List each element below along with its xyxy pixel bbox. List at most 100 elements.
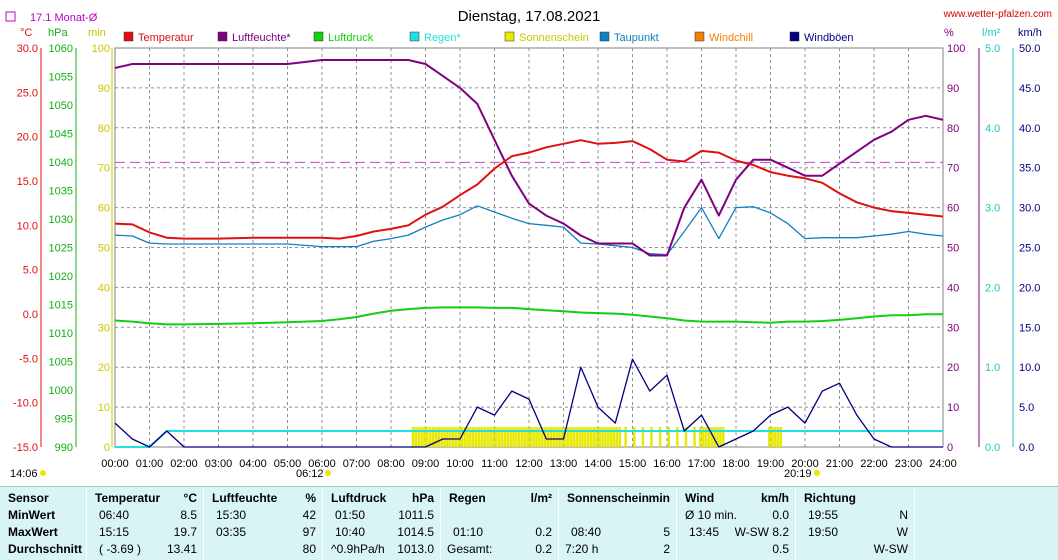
sunshine-bar xyxy=(779,427,783,447)
legend-swatch xyxy=(599,31,610,42)
sunshine-bar xyxy=(552,427,556,447)
humidity-tick-label: 20 xyxy=(947,362,959,374)
sun-tick-label: 80 xyxy=(98,123,110,135)
sunshine-bar xyxy=(618,427,622,447)
temp-tick-label: -10.0 xyxy=(13,398,38,410)
sun-tick-label: 20 xyxy=(98,362,110,374)
series-line-regen xyxy=(115,430,943,448)
sunshine-bar xyxy=(428,427,432,447)
x-tick-label: 13:00 xyxy=(550,458,578,470)
sunshine-bar xyxy=(520,427,524,447)
wind-tick-label: 50.0 xyxy=(1019,43,1040,55)
rain-tick-label: 3.0 xyxy=(985,203,1000,215)
sunshine-bar xyxy=(658,427,662,447)
sunshine-bar xyxy=(497,427,501,447)
sun-icon xyxy=(40,470,46,476)
sunshine-bar xyxy=(523,427,527,447)
chart-legend: Temperatur Luftfeuchte* Luftdruck Regen* Son… xyxy=(123,31,854,44)
stats-header-humidity: Luftfeuchte xyxy=(212,491,278,505)
sunshine-bar xyxy=(598,427,602,447)
stats-cell: 5 xyxy=(663,525,670,539)
x-tick-label: 06:00 xyxy=(308,458,336,470)
sunshine-bar xyxy=(538,427,541,447)
pressure-tick-label: 1025 xyxy=(49,243,73,255)
stats-cell: 0.0 xyxy=(772,508,789,522)
sunshine-bar xyxy=(480,427,484,447)
sunshine-bar xyxy=(584,427,587,447)
x-tick-label: 15:00 xyxy=(619,458,647,470)
pressure-tick-label: 1040 xyxy=(49,157,73,169)
x-tick-label: 20:00 xyxy=(791,458,819,470)
stats-col-sensor: Sensor MinWert MaxWert Durchschnitt xyxy=(0,487,87,560)
stats-cell: W xyxy=(896,525,908,539)
legend-label: Taupunkt xyxy=(614,32,659,44)
sunshine-bar xyxy=(477,427,481,447)
sunshine-bar xyxy=(472,427,475,447)
rain-tick-label: 0.0 xyxy=(985,442,1000,454)
rain-tick-label: 1.0 xyxy=(985,362,1000,374)
stats-header-rain: Regen xyxy=(449,491,486,505)
stats-header-pressure: Luftdruck xyxy=(331,491,387,505)
sunshine-bar xyxy=(466,427,469,447)
x-tick-label: 07:00 xyxy=(343,458,371,470)
temp-tick-label: 5.0 xyxy=(23,265,38,277)
legend-swatch xyxy=(217,31,228,42)
wind-unit: km/h xyxy=(1018,27,1042,39)
site-url[interactable]: www.wetter-pfalzen.com xyxy=(943,9,1052,20)
sunshine-bar xyxy=(719,427,722,447)
sunshine-bar xyxy=(699,427,702,447)
stats-cell: 2 xyxy=(663,542,670,556)
sunshine-bar xyxy=(457,427,461,447)
sunshine-bar xyxy=(768,427,771,447)
stats-cell: 19:50 xyxy=(808,525,839,539)
x-tick-label: 24:00 xyxy=(929,458,957,470)
stats-cell: 10:40 xyxy=(335,525,366,539)
legend-swatch xyxy=(313,31,324,42)
series-line-windben xyxy=(114,358,943,448)
stats-cell: 01:50 xyxy=(335,508,366,522)
x-tick-label: 11:00 xyxy=(481,458,508,470)
temp-unit: °C xyxy=(20,27,32,39)
stats-header-sun: Sonnenschein xyxy=(567,491,650,505)
legend-label: Luftdruck xyxy=(328,32,374,44)
legend-label: Sonnenschein xyxy=(519,32,589,44)
x-tick-label: 14:00 xyxy=(584,458,612,470)
sunshine-bar xyxy=(722,427,725,447)
rain-tick-label: 5.0 xyxy=(985,43,1000,55)
sunshine-bar xyxy=(558,427,561,447)
sunshine-bar xyxy=(770,427,774,447)
stats-unit-wind: km/h xyxy=(760,491,789,505)
humidity-unit: % xyxy=(944,27,954,39)
stats-cell: 42 xyxy=(302,508,316,522)
pressure-tick-label: 1005 xyxy=(49,357,73,369)
stats-col-temperatur: Temperatur °C 06:40 8.5 15:15 19.7 ( -3.69 … xyxy=(87,487,204,560)
x-tick-label: 12:00 xyxy=(515,458,543,470)
pressure-tick-label: 1015 xyxy=(49,300,73,312)
chart-title: Dienstag, 17.08.2021 xyxy=(458,8,601,25)
left-time-label: 14:06 xyxy=(10,468,38,480)
x-tick-label: 02:00 xyxy=(170,458,198,470)
stats-cell: 1013.0 xyxy=(397,542,434,556)
wind-tick-label: 30.0 xyxy=(1019,203,1040,215)
stats-cell: 13.41 xyxy=(166,542,197,556)
stats-cell: 06:40 xyxy=(99,508,130,522)
sunshine-bar xyxy=(443,427,446,447)
humidity-tick-label: 80 xyxy=(947,123,959,135)
sunshine-bar xyxy=(612,427,616,447)
chart-series xyxy=(114,59,944,448)
sunshine-bar xyxy=(454,427,458,447)
sunshine-bar xyxy=(512,427,515,447)
stats-table: Sensor MinWert MaxWert Durchschnitt Temp… xyxy=(0,486,1058,560)
sunshine-bar xyxy=(704,427,708,447)
wind-tick-label: 45.0 xyxy=(1019,83,1040,95)
monthly-avg-label: 17.1 Monat-Ø xyxy=(30,12,98,24)
sunshine-bar xyxy=(589,427,593,447)
humidity-tick-label: 60 xyxy=(947,203,959,215)
sunshine-bar xyxy=(431,427,435,447)
sun-tick-label: 90 xyxy=(98,83,110,95)
humidity-tick-label: 50 xyxy=(947,243,959,255)
sunshine-bar xyxy=(500,427,504,447)
chart-grid xyxy=(114,47,944,448)
pressure-tick-label: 1010 xyxy=(49,328,73,340)
sunshine-bar xyxy=(506,427,510,447)
